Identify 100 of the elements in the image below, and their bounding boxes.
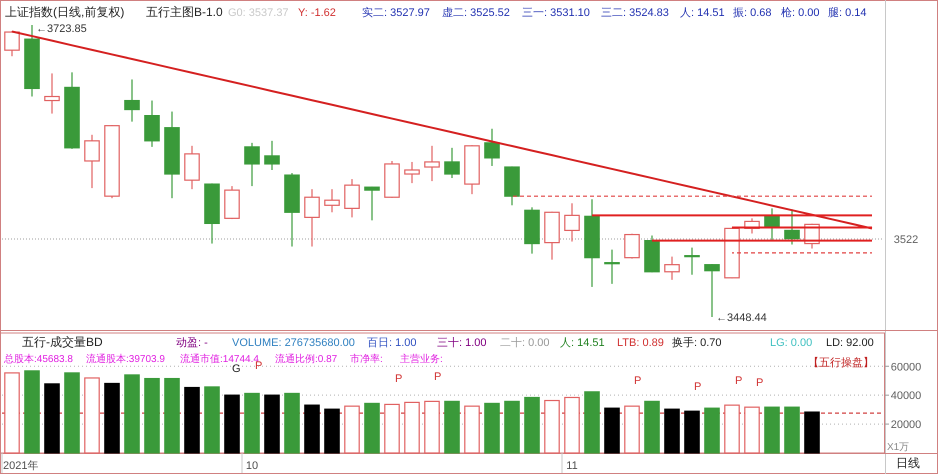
candlestick — [564, 202, 580, 242]
candlestick — [244, 142, 260, 187]
bar — [24, 370, 40, 454]
candlestick — [764, 208, 780, 242]
annotation: LG: 0.00 — [770, 337, 812, 349]
x-tick-label: 10 — [246, 460, 258, 472]
candlestick — [664, 256, 680, 280]
y-tick-label: 60000 — [890, 361, 922, 374]
bar — [524, 396, 540, 454]
annotation: 总股本:45683.8 — [3, 353, 74, 365]
bar — [784, 406, 800, 454]
candlestick — [784, 208, 800, 246]
annotation: 百日: 1.00 — [367, 337, 417, 349]
candlestick — [124, 78, 140, 122]
candlestick — [424, 145, 440, 182]
bar — [64, 372, 80, 454]
annotation: P — [395, 373, 402, 385]
candlestick — [4, 30, 20, 57]
bar — [184, 386, 200, 454]
y-tick-label: 20000 — [890, 419, 922, 432]
y-tick-label: 40000 — [890, 390, 922, 402]
bar — [644, 400, 660, 454]
bar — [664, 408, 680, 454]
annotation: 【五行操盘】 — [808, 356, 874, 369]
bar — [124, 374, 140, 454]
bar — [44, 383, 60, 454]
bar — [704, 408, 720, 454]
bar — [104, 382, 120, 454]
bar — [744, 406, 760, 454]
bar — [384, 404, 400, 454]
bar — [464, 406, 480, 454]
bar — [4, 372, 20, 454]
chart-title: 五行-成交量BD — [22, 335, 103, 349]
bar — [404, 402, 420, 454]
bar — [144, 378, 160, 454]
bar — [804, 411, 820, 454]
text: 虚二: 3525.52 — [442, 6, 510, 19]
candlestick — [404, 161, 420, 184]
candlestick — [344, 178, 360, 218]
bar — [624, 406, 640, 454]
annotation: 人: 14.51 — [560, 337, 605, 349]
bar — [684, 410, 700, 454]
bar — [604, 408, 620, 454]
ref-line-label: 3522 — [894, 234, 918, 246]
bar — [364, 402, 380, 454]
text: 枪: 0.00 — [781, 7, 820, 19]
annotation: 动盈: - — [176, 337, 208, 349]
candlestick — [484, 128, 500, 167]
annotation: VOLUME: 276735680.00 — [232, 337, 355, 349]
bar — [444, 400, 460, 454]
bar — [504, 400, 520, 454]
annotation: P — [434, 371, 442, 383]
bar — [304, 404, 320, 454]
candlestick — [624, 233, 640, 260]
candlestick — [684, 246, 700, 276]
text: X1万 — [887, 442, 910, 453]
annotation: P — [694, 381, 702, 393]
text: 三二: 3524.83 — [601, 7, 669, 19]
annotation: LD: 92.00 — [826, 337, 874, 349]
bar — [484, 402, 500, 454]
annotation: ←3723.85 — [36, 23, 87, 35]
annotation: P — [735, 375, 742, 387]
annotation: 换手: 0.70 — [672, 336, 722, 349]
candlestick — [364, 186, 380, 221]
bar — [584, 391, 600, 454]
bar — [224, 394, 240, 454]
candlestick — [304, 188, 320, 248]
chart-subtitle: 五行主图B-1.0 — [146, 5, 224, 19]
bar — [424, 400, 440, 454]
annotation: 流通比例:0.87 — [275, 353, 338, 365]
text: 三一: 3531.10 — [522, 7, 590, 19]
candlestick — [84, 134, 100, 189]
candlestick — [444, 147, 460, 179]
bar — [84, 377, 100, 454]
text: 振: 0.68 — [733, 7, 772, 19]
annotation: P — [634, 375, 642, 387]
bar — [564, 396, 580, 454]
text: 实二: 3527.97 — [362, 6, 430, 19]
annotation: ←3448.44 — [716, 312, 767, 324]
x-tick-label: 2021年 — [3, 460, 38, 472]
annotation: LTB: 0.89 — [617, 337, 664, 349]
annotation: 二十: 0.00 — [500, 336, 550, 349]
bar — [164, 378, 180, 454]
candlestick — [44, 72, 60, 114]
candlestick — [704, 263, 720, 318]
text: 腿: 0.14 — [828, 7, 867, 19]
bar — [204, 386, 220, 454]
bar — [264, 394, 280, 454]
bar — [324, 408, 340, 454]
bar — [544, 400, 560, 454]
annotation: G — [232, 363, 241, 375]
annotation: 流通股本:39703.9 — [86, 353, 166, 365]
candlestick — [324, 188, 340, 213]
text: 人: 14.51 — [680, 7, 725, 19]
text: Y: -1.62 — [298, 7, 336, 19]
bar — [344, 406, 360, 454]
bar — [764, 406, 780, 454]
text: 日线 — [896, 456, 920, 470]
x-tick-label: 11 — [566, 460, 578, 472]
bar — [244, 392, 260, 454]
